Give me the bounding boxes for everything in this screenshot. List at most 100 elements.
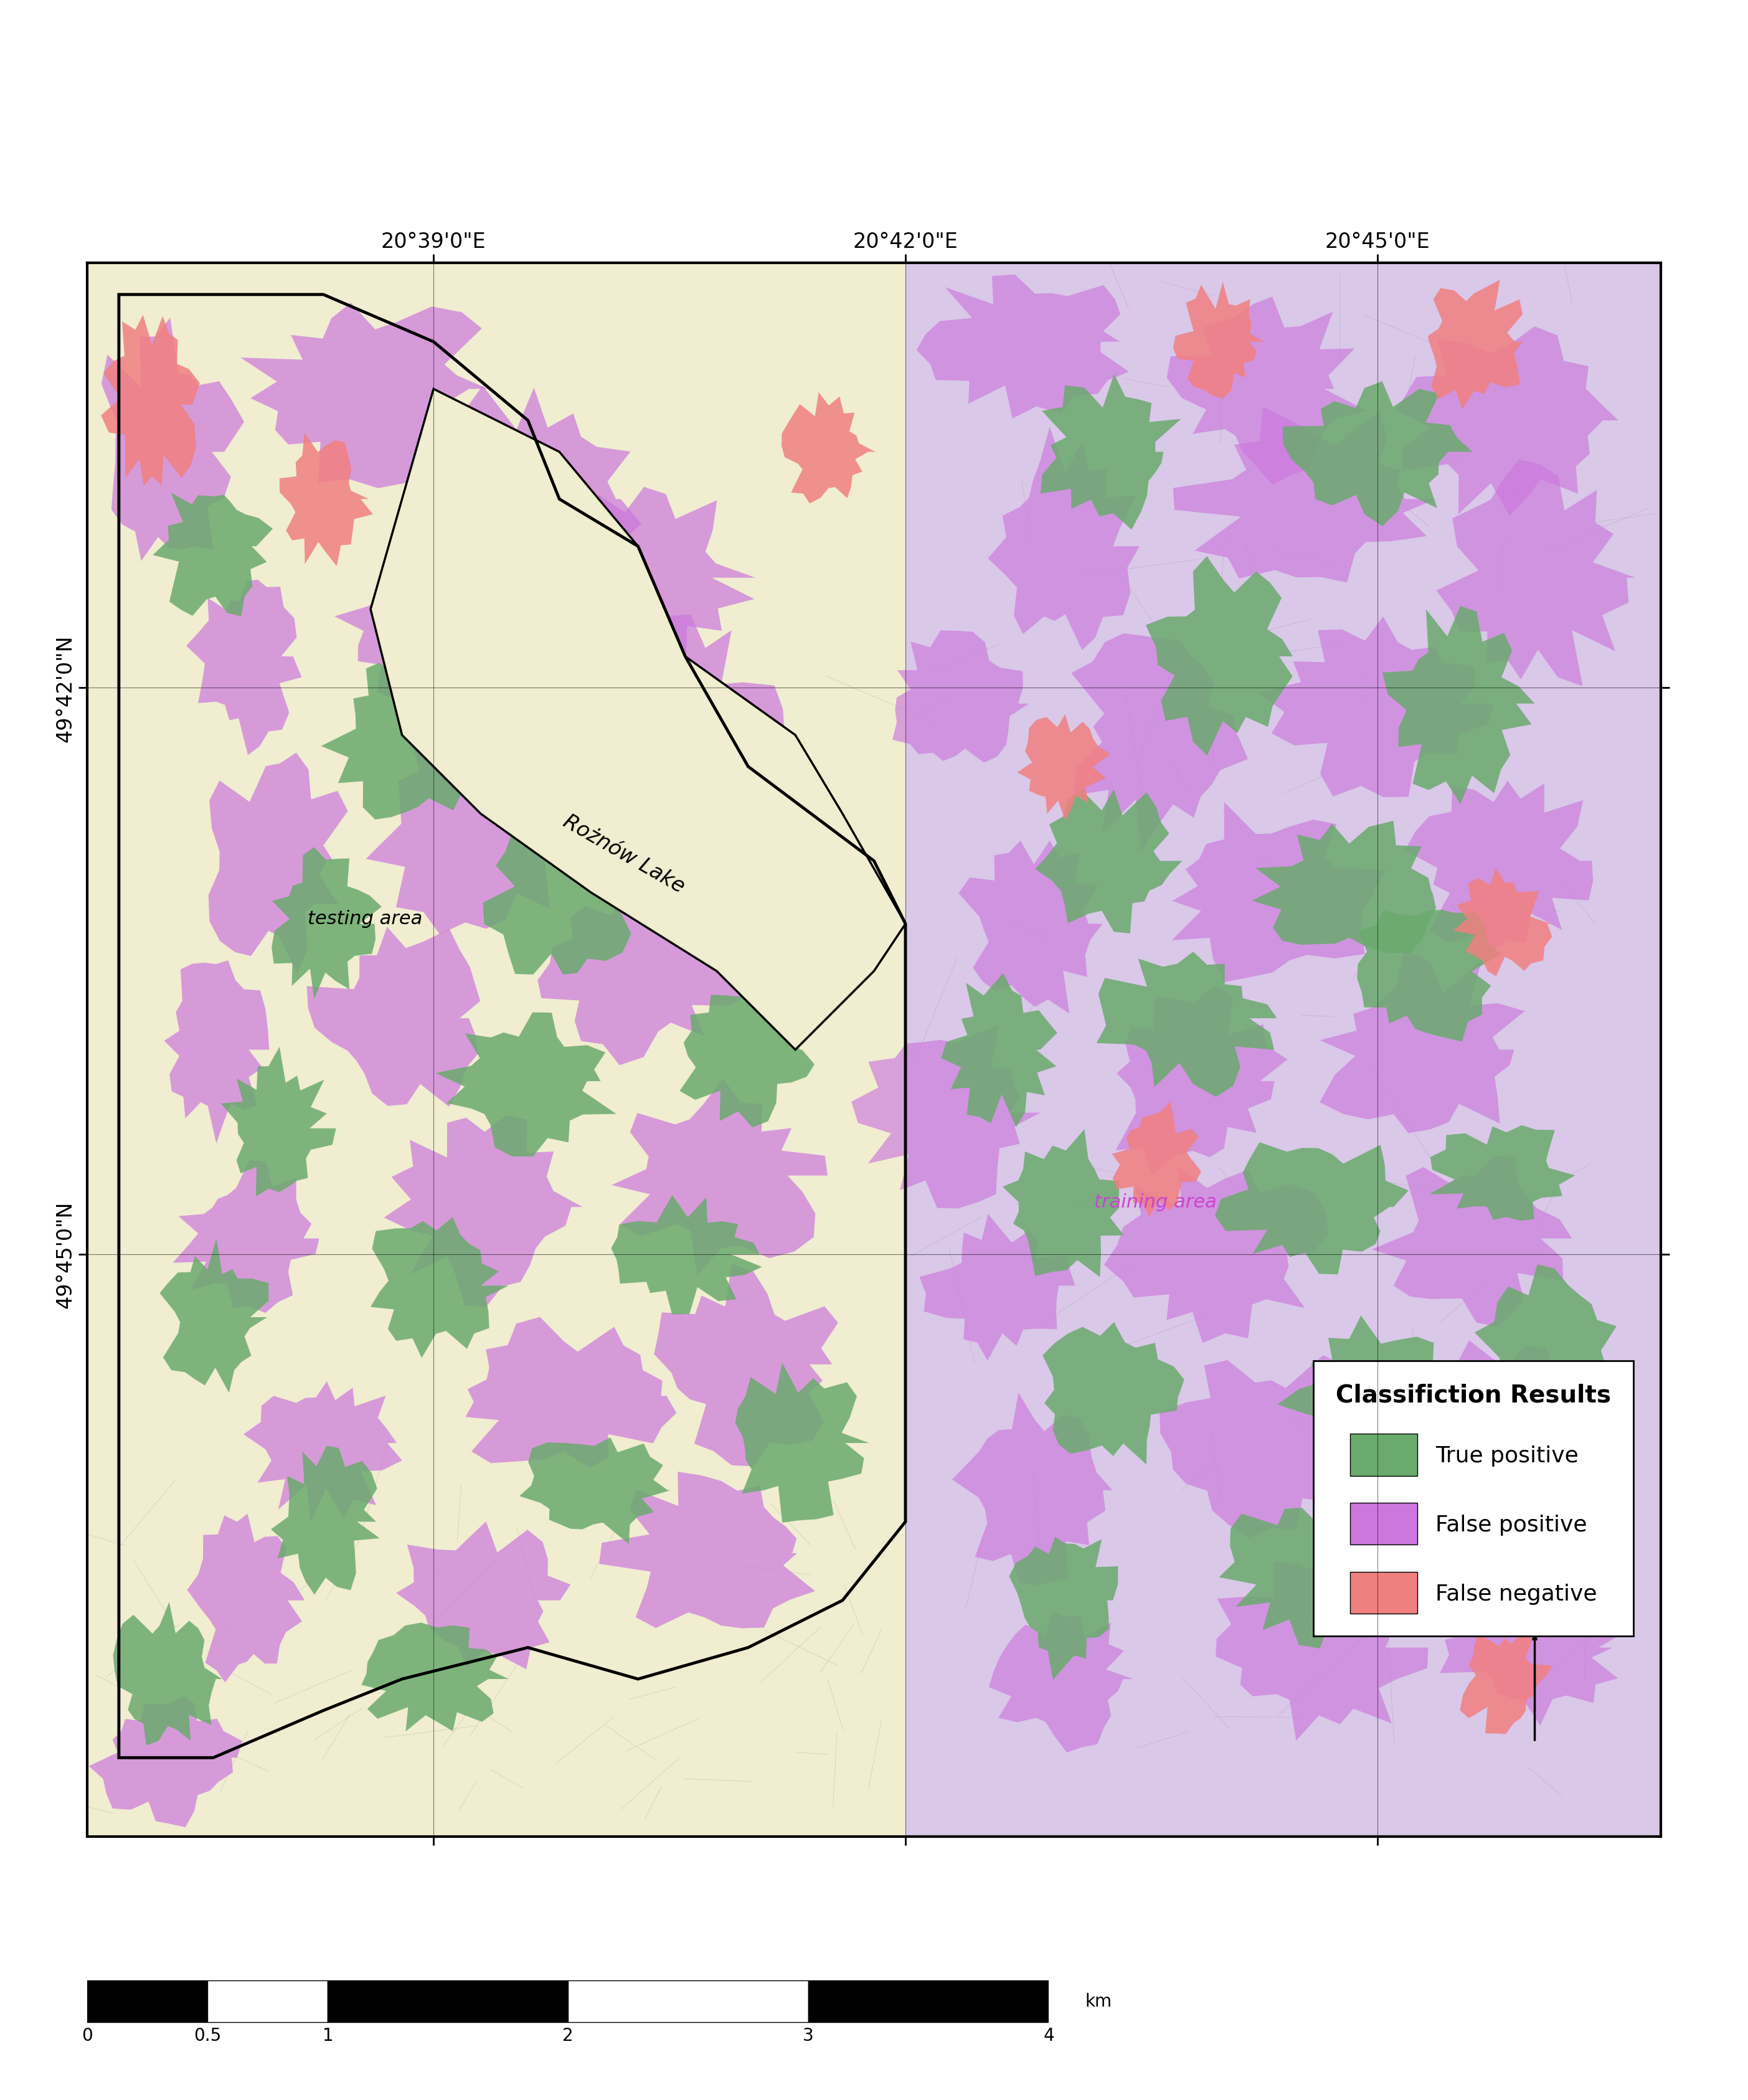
Polygon shape: [220, 1048, 336, 1197]
Polygon shape: [669, 798, 829, 922]
Polygon shape: [1147, 556, 1294, 756]
Polygon shape: [1218, 1508, 1416, 1649]
FancyBboxPatch shape: [87, 265, 905, 1835]
Bar: [568, 1980, 809, 2022]
Polygon shape: [1003, 1130, 1124, 1277]
Text: 0: 0: [82, 2026, 93, 2043]
Polygon shape: [1096, 951, 1276, 1096]
Polygon shape: [916, 275, 1129, 420]
Polygon shape: [385, 1115, 582, 1306]
Polygon shape: [101, 319, 245, 561]
Polygon shape: [919, 1214, 1075, 1361]
Polygon shape: [1035, 790, 1182, 934]
Bar: [87, 1980, 208, 2022]
Polygon shape: [371, 388, 905, 1050]
Polygon shape: [612, 1195, 762, 1315]
FancyBboxPatch shape: [905, 265, 1661, 1835]
Polygon shape: [1115, 987, 1287, 1174]
Polygon shape: [760, 764, 832, 867]
Polygon shape: [482, 800, 631, 974]
Polygon shape: [958, 840, 1103, 1014]
Polygon shape: [1017, 714, 1110, 821]
Bar: [208, 1980, 329, 2022]
Polygon shape: [1173, 281, 1264, 399]
Polygon shape: [334, 548, 528, 699]
Polygon shape: [187, 1514, 304, 1682]
Polygon shape: [322, 653, 475, 819]
Polygon shape: [1397, 328, 1619, 517]
Polygon shape: [1278, 1317, 1474, 1468]
Polygon shape: [1283, 382, 1472, 527]
Polygon shape: [365, 689, 584, 934]
Polygon shape: [1040, 374, 1182, 529]
Polygon shape: [989, 1613, 1133, 1754]
Polygon shape: [187, 580, 302, 756]
Text: testing area: testing area: [308, 909, 423, 928]
Text: 2: 2: [563, 2026, 573, 2043]
Polygon shape: [1215, 1560, 1428, 1741]
Polygon shape: [1460, 1630, 1552, 1735]
Polygon shape: [530, 615, 685, 760]
Polygon shape: [1383, 607, 1535, 804]
Polygon shape: [1252, 821, 1437, 953]
Polygon shape: [1405, 781, 1592, 956]
Polygon shape: [781, 393, 876, 504]
Polygon shape: [1171, 802, 1386, 983]
Polygon shape: [1383, 1384, 1479, 1514]
Polygon shape: [465, 1317, 676, 1468]
Polygon shape: [101, 315, 199, 487]
Text: N: N: [1526, 1596, 1543, 1617]
Text: 3: 3: [802, 2026, 815, 2043]
Polygon shape: [114, 1602, 222, 1745]
Polygon shape: [526, 487, 755, 659]
Text: training area: training area: [1094, 1193, 1217, 1212]
Polygon shape: [362, 1623, 509, 1732]
Polygon shape: [851, 1025, 1040, 1210]
Polygon shape: [1009, 1537, 1119, 1680]
Polygon shape: [208, 754, 348, 974]
Polygon shape: [1475, 1264, 1622, 1460]
Polygon shape: [736, 1363, 869, 1522]
Text: 0.5: 0.5: [194, 2026, 222, 2043]
Polygon shape: [435, 1012, 617, 1157]
Polygon shape: [1042, 1323, 1183, 1464]
Polygon shape: [893, 630, 1030, 762]
Text: Rożnów Lake: Rożnów Lake: [559, 811, 689, 897]
Bar: [809, 1980, 1049, 2022]
Polygon shape: [953, 1392, 1112, 1585]
Text: km: km: [1086, 1993, 1112, 2010]
Polygon shape: [600, 1472, 815, 1628]
Polygon shape: [1372, 1155, 1571, 1327]
Legend: True positive, False positive, False negative: True positive, False positive, False neg…: [1313, 1361, 1634, 1636]
Polygon shape: [1215, 1142, 1409, 1275]
Polygon shape: [612, 1079, 827, 1277]
Polygon shape: [1428, 279, 1523, 410]
Polygon shape: [1159, 1354, 1390, 1537]
Polygon shape: [243, 1382, 402, 1523]
Polygon shape: [271, 848, 381, 1000]
Polygon shape: [1437, 460, 1636, 687]
Polygon shape: [940, 974, 1058, 1128]
Polygon shape: [680, 979, 815, 1128]
Polygon shape: [1072, 634, 1248, 853]
Polygon shape: [308, 928, 481, 1107]
Polygon shape: [164, 960, 269, 1145]
Polygon shape: [397, 1522, 570, 1670]
Polygon shape: [1320, 949, 1524, 1134]
Polygon shape: [591, 615, 785, 857]
Polygon shape: [271, 1447, 379, 1594]
Text: 1: 1: [322, 2026, 334, 2043]
Polygon shape: [1168, 298, 1367, 485]
Bar: [329, 1980, 568, 2022]
Polygon shape: [1105, 1166, 1328, 1344]
Polygon shape: [1112, 1102, 1201, 1218]
Polygon shape: [988, 426, 1140, 651]
Polygon shape: [280, 433, 372, 567]
Polygon shape: [1257, 617, 1495, 798]
Polygon shape: [538, 880, 755, 1065]
Polygon shape: [89, 1697, 241, 1827]
Text: 4: 4: [1044, 2026, 1054, 2043]
Polygon shape: [1409, 1340, 1587, 1565]
Polygon shape: [1430, 1126, 1575, 1220]
Polygon shape: [519, 1438, 671, 1544]
